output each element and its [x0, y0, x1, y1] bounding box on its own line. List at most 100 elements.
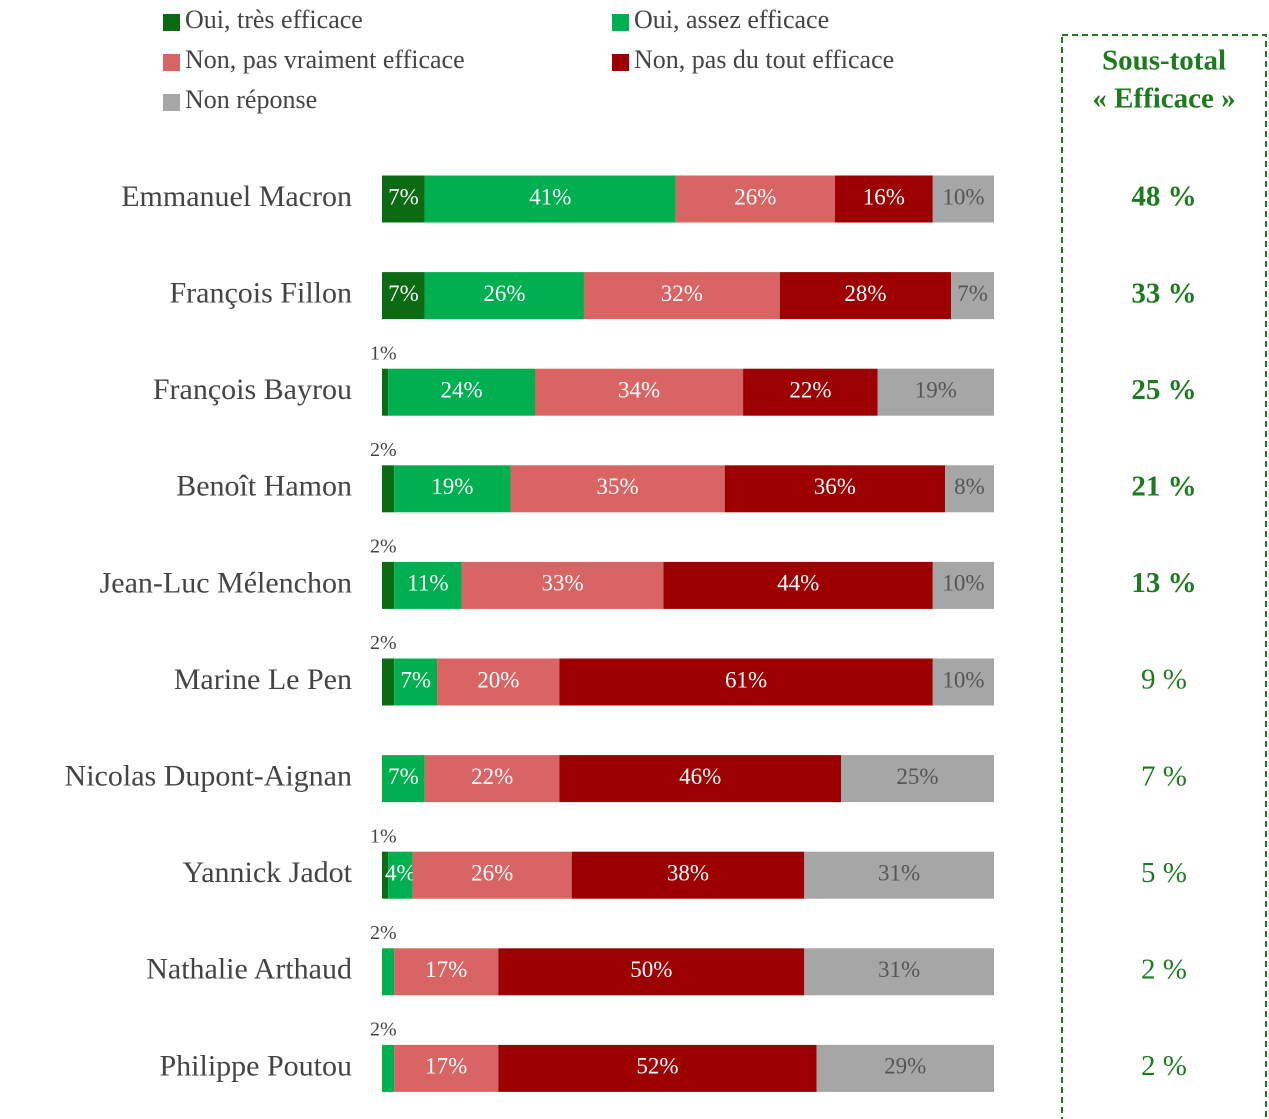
value-label: 22%: [789, 377, 831, 402]
bar-segment: [932, 658, 994, 706]
subtotal-value: 13 %: [1131, 567, 1196, 599]
category-label: Emmanuel Macron: [121, 180, 352, 213]
value-label: 20%: [477, 667, 519, 692]
bar-segment: [675, 175, 835, 223]
value-label: 44%: [777, 571, 819, 596]
value-label: 61%: [725, 667, 767, 692]
value-label: 38%: [667, 860, 709, 885]
value-label: 17%: [425, 957, 467, 982]
bar-segment: [498, 948, 805, 996]
bar-segment: [424, 755, 560, 803]
bar-segment: [382, 175, 425, 223]
bar-segment: [743, 368, 878, 416]
subtotal-title: Sous-total: [1102, 45, 1226, 77]
bar-segment: [388, 851, 413, 899]
bar-segment: [834, 175, 933, 223]
subtotal-value: 7 %: [1141, 760, 1187, 792]
legend-swatch: [163, 94, 180, 111]
value-label: 50%: [630, 957, 672, 982]
subtotal-value: 5 %: [1141, 857, 1187, 889]
bar-segment: [932, 175, 994, 223]
value-label: 10%: [942, 571, 984, 596]
bar-segment: [583, 272, 780, 320]
bar-segment: [382, 755, 425, 803]
category-label: Jean-Luc Mélenchon: [100, 566, 352, 599]
bar-segment: [394, 658, 438, 706]
value-label: 2%: [370, 1018, 397, 1040]
bar-segment: [945, 465, 994, 513]
bar-segment: [382, 658, 395, 706]
bar-segment: [663, 561, 933, 609]
value-label: 25%: [896, 764, 938, 789]
value-label: 7%: [388, 764, 419, 789]
bar-segment: [816, 1044, 994, 1092]
bar-segment: [559, 658, 933, 706]
bar-segment: [932, 561, 994, 609]
legend-swatch: [163, 54, 180, 71]
value-label: 26%: [483, 281, 525, 306]
legend-label: Non, pas vraiment efficace: [185, 45, 465, 74]
bar-segment: [388, 368, 535, 416]
category-label: Nathalie Arthaud: [146, 953, 352, 986]
value-label: 24%: [440, 377, 482, 402]
value-label: 22%: [471, 764, 513, 789]
bar-segment: [382, 851, 389, 899]
value-label: 46%: [679, 764, 721, 789]
value-label: 19%: [431, 474, 473, 499]
category-label: Benoît Hamon: [176, 470, 352, 503]
bar-segment: [724, 465, 946, 513]
category-label: François Fillon: [169, 276, 352, 309]
value-label: 7%: [400, 667, 431, 692]
bar-segment: [804, 851, 994, 899]
value-label: 2%: [370, 632, 397, 654]
value-label: 16%: [863, 184, 905, 209]
value-label: 28%: [844, 281, 886, 306]
bar-segment: [412, 851, 572, 899]
value-label: 10%: [942, 667, 984, 692]
value-label: 4%: [385, 860, 416, 885]
value-label: 31%: [878, 957, 920, 982]
legend-label: Non, pas du tout efficace: [634, 45, 894, 74]
value-label: 17%: [425, 1054, 467, 1079]
subtotal-value: 48 %: [1131, 181, 1196, 213]
bar-segment: [382, 1044, 395, 1092]
value-label: 41%: [529, 184, 571, 209]
bar-segment: [382, 368, 389, 416]
bar-segment: [424, 272, 584, 320]
bar-segment: [779, 272, 952, 320]
bar-segment: [394, 465, 511, 513]
bar-segment: [571, 851, 805, 899]
subtotal-title: « Efficace »: [1092, 83, 1235, 115]
value-label: 2%: [370, 439, 397, 461]
bar-segment: [535, 368, 744, 416]
category-label: Yannick Jadot: [183, 856, 353, 889]
subtotal-value: 25 %: [1131, 374, 1196, 406]
bar-segment: [437, 658, 560, 706]
bar-segment: [498, 1044, 817, 1092]
legend-swatch: [612, 54, 629, 71]
bar-segment: [394, 1044, 499, 1092]
bar-segment: [382, 561, 395, 609]
bar-segment: [559, 755, 841, 803]
bar-segment: [510, 465, 725, 513]
legend-swatch: [612, 14, 629, 31]
value-label: 26%: [734, 184, 776, 209]
value-label: 35%: [597, 474, 639, 499]
legend-label: Oui, assez efficace: [634, 5, 829, 34]
value-label: 2%: [370, 922, 397, 944]
value-label: 7%: [388, 281, 419, 306]
bar-segment: [804, 948, 994, 996]
subtotal-value: 2 %: [1141, 953, 1187, 985]
bar-segment: [382, 465, 395, 513]
subtotal-value: 9 %: [1141, 664, 1187, 696]
bar-segment: [841, 755, 994, 803]
value-label: 33%: [541, 571, 583, 596]
bar-segment: [951, 272, 994, 320]
value-label: 1%: [370, 342, 397, 364]
legend-swatch: [163, 14, 180, 31]
value-label: 19%: [915, 377, 957, 402]
value-label: 7%: [388, 184, 419, 209]
subtotal-value: 21 %: [1131, 470, 1196, 502]
value-label: 10%: [942, 184, 984, 209]
